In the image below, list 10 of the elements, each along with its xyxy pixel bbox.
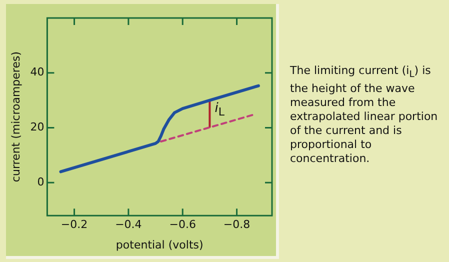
x-tick-label: −0.2: [60, 218, 88, 232]
text: The limiting current (i$_{L}$) is the height of the wave measured from the extrapolated linear portion of the current and is proportional to concentration.: [290, 64, 438, 166]
y-tick-label: 20: [30, 120, 44, 134]
y-tick-label: 40: [30, 66, 44, 79]
y-tick-label: 0: [37, 176, 44, 189]
x-axis-title: potential (volts): [116, 238, 204, 252]
x-tick-label: −0.4: [115, 218, 142, 232]
x-tick-label: −0.8: [223, 218, 250, 232]
y-axis-title: current (microamperes): [9, 52, 22, 182]
x-tick-label: −0.6: [169, 218, 196, 232]
